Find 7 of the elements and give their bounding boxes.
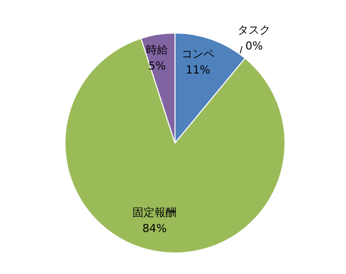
category-label: タスク [238,23,271,36]
text: 0% [245,39,263,52]
data-label: 84% [142,222,167,236]
data-label: 11% [186,63,210,76]
slice-label: 固定報酬 [132,206,177,220]
slice-label: 時給 [146,44,168,57]
slice-label: コンペ [181,47,214,60]
